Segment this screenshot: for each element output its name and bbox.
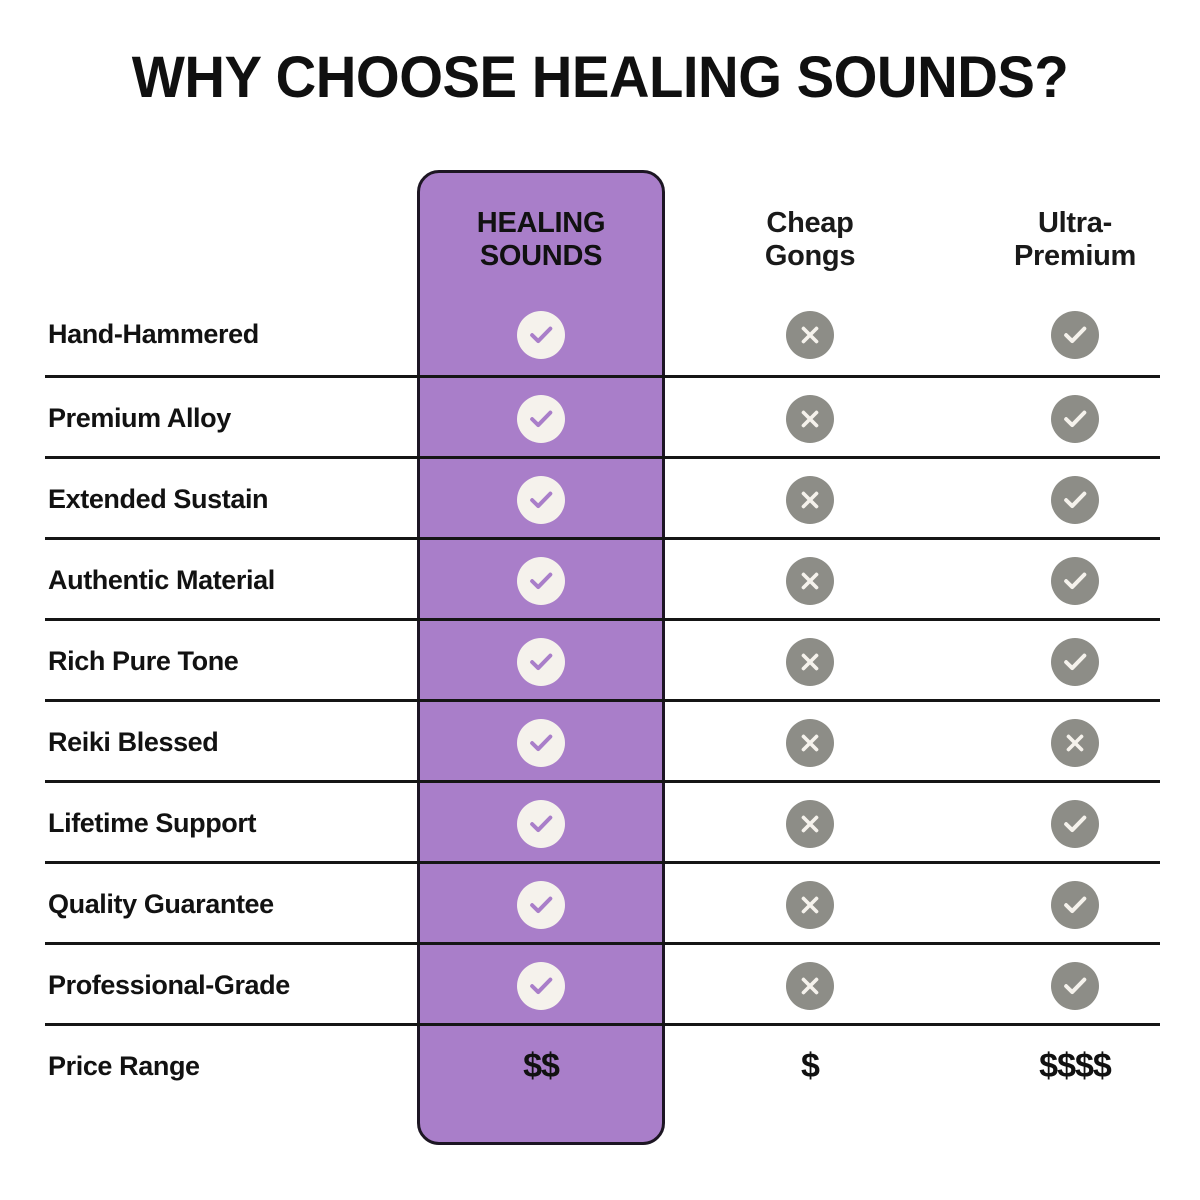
cell-cheap-gongs [685, 378, 935, 459]
table-row: Extended Sustain [45, 456, 1160, 537]
column-header-line2: Gongs [764, 240, 856, 272]
cell-healing-sounds [417, 783, 665, 864]
cell-healing-sounds [417, 459, 665, 540]
check-icon [1051, 961, 1099, 1010]
cross-icon [786, 394, 834, 443]
cross-icon [786, 961, 834, 1010]
cell-healing-sounds [417, 540, 665, 621]
cross-icon [786, 475, 834, 524]
row-label: Reiki Blessed [48, 727, 219, 757]
check-icon [517, 637, 565, 686]
cross-icon [786, 880, 834, 929]
column-header-line1: Ultra- [1038, 206, 1112, 239]
cell-cheap-gongs [685, 864, 935, 945]
row-label: Authentic Material [48, 565, 275, 595]
check-icon [517, 475, 565, 524]
row-label: Professional-Grade [48, 970, 290, 1000]
cell-cheap-gongs [685, 294, 935, 375]
row-label: Hand-Hammered [48, 319, 259, 349]
check-icon [517, 961, 565, 1010]
cell-cheap-gongs [685, 459, 935, 540]
cell-ultra-premium [950, 945, 1200, 1026]
check-icon [517, 394, 565, 443]
table-row-price-range: Price Range $$ $ $$$$ [45, 1023, 1160, 1104]
check-icon [1051, 394, 1099, 443]
cross-icon [786, 310, 834, 359]
cell-ultra-premium [950, 459, 1200, 540]
table-body: Hand-Hammered Premium Alloy Extended Susta… [45, 294, 1160, 1023]
cell-healing-sounds [417, 945, 665, 1026]
price-cell-healing-sounds: $$ [523, 1047, 560, 1085]
cross-icon [786, 637, 834, 686]
cell-ultra-premium [950, 621, 1200, 702]
check-icon [1051, 310, 1099, 359]
cell-cheap-gongs [685, 783, 935, 864]
cell-healing-sounds [417, 864, 665, 945]
cell-healing-sounds [417, 294, 665, 375]
column-header-line2: Premium [1014, 240, 1136, 272]
row-label: Extended Sustain [48, 484, 269, 514]
row-label: Rich Pure Tone [48, 646, 239, 676]
column-header-line1: Cheap [766, 206, 854, 239]
table-row: Reiki Blessed [45, 699, 1160, 780]
cell-ultra-premium [950, 702, 1200, 783]
cell-ultra-premium [950, 540, 1200, 621]
column-header-ultra-premium: Ultra- Premium [950, 170, 1200, 294]
price-cell-ultra-premium: $$$$ [1039, 1047, 1112, 1085]
cell-ultra-premium [950, 864, 1200, 945]
page-title: WHY CHOOSE HEALING SOUNDS? [131, 45, 1069, 110]
cell-healing-sounds [417, 378, 665, 459]
row-label: Premium Alloy [48, 403, 231, 433]
cell-ultra-premium [950, 378, 1200, 459]
cell-cheap-gongs [685, 540, 935, 621]
check-icon [517, 310, 565, 359]
check-icon [517, 718, 565, 767]
table-row: Quality Guarantee [45, 861, 1160, 942]
table-row: Premium Alloy [45, 375, 1160, 456]
cross-icon [786, 556, 834, 605]
column-header-line2: SOUNDS [479, 240, 603, 272]
cell-cheap-gongs [685, 945, 935, 1026]
column-header-cheap-gongs: Cheap Gongs [685, 170, 935, 294]
comparison-table: HEALING SOUNDS Cheap Gongs Ultra- Premiu… [45, 170, 1160, 1104]
check-icon [517, 556, 565, 605]
row-label: Lifetime Support [48, 808, 257, 838]
cross-icon [786, 718, 834, 767]
cell-ultra-premium [950, 783, 1200, 864]
table-row: Rich Pure Tone [45, 618, 1160, 699]
column-header-healing-sounds: HEALING SOUNDS [417, 170, 665, 294]
check-icon [517, 799, 565, 848]
check-icon [517, 880, 565, 929]
cross-icon [1051, 718, 1099, 767]
cross-icon [786, 799, 834, 848]
cell-ultra-premium [950, 294, 1200, 375]
column-header-line1: HEALING [476, 206, 606, 239]
check-icon [1051, 799, 1099, 848]
check-icon [1051, 556, 1099, 605]
check-icon [1051, 880, 1099, 929]
row-label: Price Range [48, 1051, 200, 1081]
cell-healing-sounds [417, 702, 665, 783]
check-icon [1051, 475, 1099, 524]
cell-cheap-gongs [685, 702, 935, 783]
table-row: Lifetime Support [45, 780, 1160, 861]
row-label: Quality Guarantee [48, 889, 274, 919]
check-icon [1051, 637, 1099, 686]
table-row: Professional-Grade [45, 942, 1160, 1023]
table-header-row: HEALING SOUNDS Cheap Gongs Ultra- Premiu… [45, 170, 1160, 294]
table-row: Authentic Material [45, 537, 1160, 618]
cell-healing-sounds [417, 621, 665, 702]
price-cell-cheap-gongs: $ [801, 1047, 820, 1085]
cell-cheap-gongs [685, 621, 935, 702]
table-row: Hand-Hammered [45, 294, 1160, 375]
